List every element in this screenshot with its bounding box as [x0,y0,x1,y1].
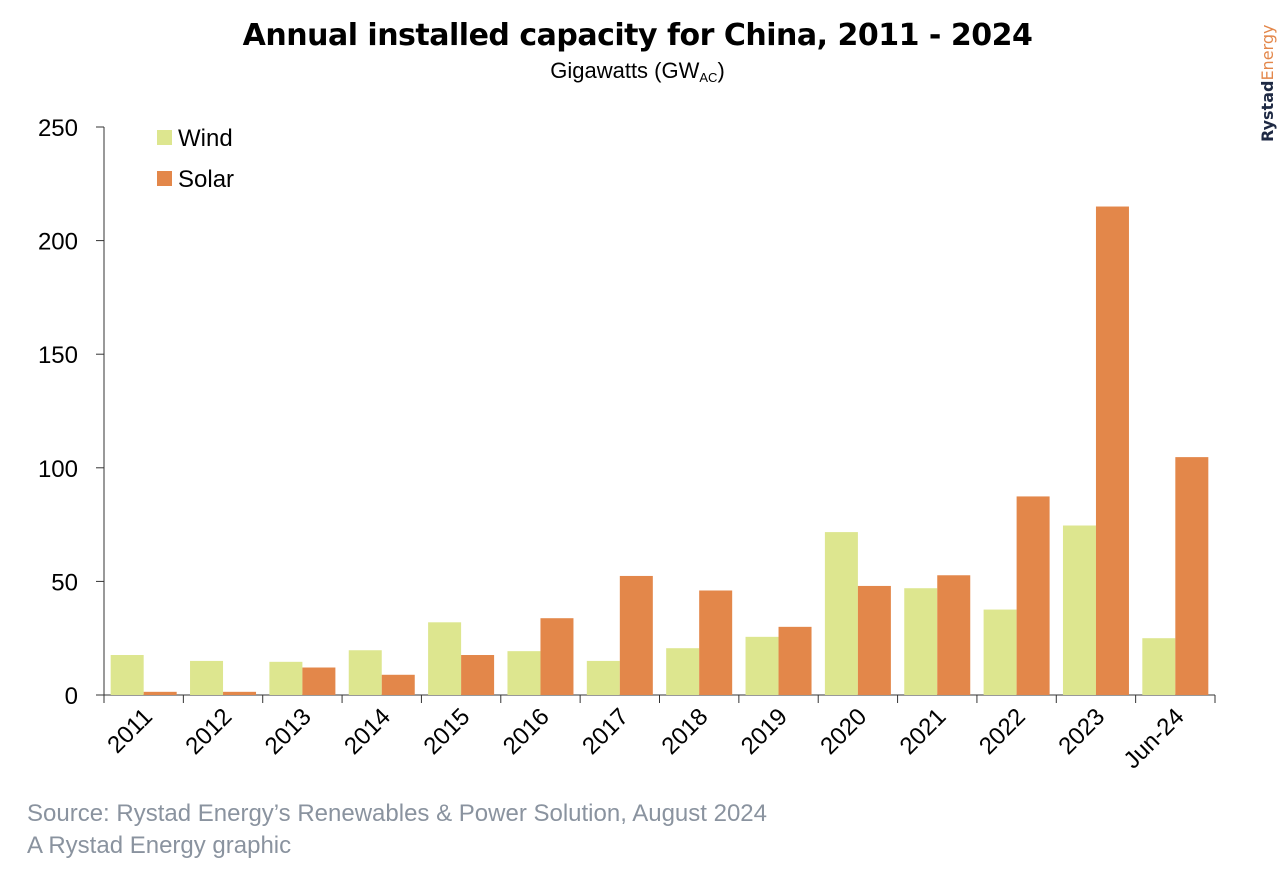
x-tick-label: 2023 [1053,703,1110,760]
bar-wind-2017 [586,660,620,695]
bar-wind-2016 [507,651,541,695]
subtitle-end: ) [717,58,725,83]
legend-swatch-wind [157,130,172,145]
credit-note: A Rystad Energy graphic [27,832,292,859]
bar-wind-2015 [428,622,462,695]
bar-solar-jun-24 [1175,457,1209,695]
x-tick-label: 2013 [260,703,317,760]
y-tick-label: 150 [38,342,78,369]
y-tick-label: 0 [65,683,78,710]
bar-wind-jun-24 [1142,638,1176,695]
bar-wind-2019 [745,636,779,695]
x-tick-label: 2019 [736,703,793,760]
bar-solar-2015 [461,655,495,695]
bar-solar-2020 [857,585,891,695]
legend-swatch-solar [157,171,172,186]
bar-solar-2023 [1095,206,1129,695]
subtitle-main: Gigawatts (GW [550,58,700,83]
y-tick-label: 200 [38,229,78,256]
bar-wind-2022 [983,609,1017,695]
x-tick-label: 2021 [895,703,952,760]
x-tick-label: 2020 [815,703,872,760]
bar-solar-2014 [381,674,415,695]
bar-wind-2018 [666,648,700,695]
x-tick-label: 2017 [577,703,634,760]
chart-subtitle: Gigawatts (GWAC) [0,58,1275,85]
y-tick-label: 50 [51,569,78,596]
bar-solar-2016 [540,618,574,695]
legend-label-wind: Wind [178,125,233,152]
x-tick-label: 2011 [102,703,158,759]
x-tick-label: 2022 [974,703,1031,760]
bar-wind-2011 [110,655,144,695]
bar-solar-2019 [778,626,812,695]
x-axis: 2011 2012 2013 2014 2015 2016 2017 2018 2019 2020… [102,694,1216,774]
chart-title: Annual installed capacity for China, 201… [242,18,1033,53]
y-axis: 0 50 100 150 200 250 [38,115,105,710]
bar-wind-2013 [269,661,303,695]
y-tick-label: 100 [38,456,78,483]
x-tick-label: 2014 [339,703,396,760]
bar-solar-2018 [699,590,733,695]
bars [110,206,1209,695]
bar-solar-2021 [937,575,971,695]
x-tick-label: 2018 [657,703,714,760]
bar-solar-2012 [223,691,257,695]
bar-solar-2013 [302,667,336,695]
bar-solar-2022 [1016,496,1050,695]
legend: Wind Solar [157,125,234,193]
subtitle-subscript: AC [699,70,718,85]
bar-wind-2021 [904,588,938,695]
y-tick-label: 250 [38,115,78,142]
legend-label-solar: Solar [178,166,234,193]
bar-wind-2023 [1062,525,1096,695]
x-tick-label: 2015 [419,703,476,760]
bar-wind-2020 [824,532,858,695]
bar-solar-2017 [619,575,653,695]
x-tick-label: 2012 [180,703,237,760]
bar-wind-2014 [348,650,382,695]
bar-solar-2011 [143,691,177,695]
x-tick-label: Jun-24 [1119,703,1190,774]
source-note: Source: Rystad Energy’s Renewables & Pow… [27,800,767,827]
x-tick-label: 2016 [498,703,555,760]
bar-wind-2012 [190,660,224,695]
